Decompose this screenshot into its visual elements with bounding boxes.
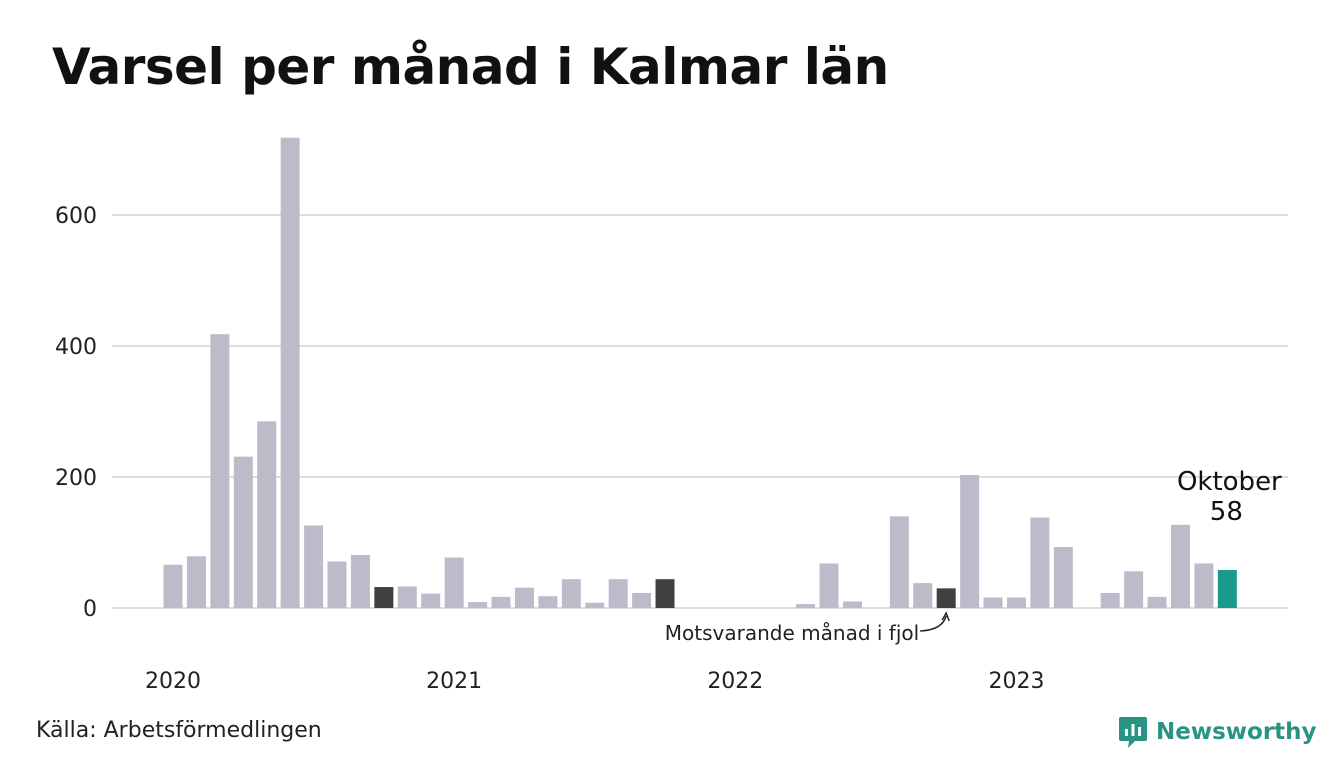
bar [327,561,347,608]
bar [163,564,183,608]
bar [397,586,417,608]
bar-same-month-prev-year [655,579,675,608]
bar [1147,596,1167,608]
y-tick-label: 400 [55,335,97,360]
bar [468,602,488,608]
chart-title: Varsel per månad i Kalmar län [52,38,889,96]
bar [585,602,605,608]
bar [444,557,464,608]
bar [960,475,980,608]
annotation-arrowhead [941,611,950,622]
prev-year-annotation: Motsvarande månad i fjol [665,621,919,645]
y-tick-label: 0 [83,597,97,622]
bar [1006,597,1026,608]
bar [350,554,370,608]
bar [186,556,206,608]
bar [257,421,277,608]
bar [1030,517,1050,608]
bar-current [1217,570,1237,608]
newsworthy-brand: Newsworthy [1118,712,1317,752]
bar [538,596,558,608]
bar [561,579,581,608]
x-tick-label: 2020 [145,669,201,694]
y-tick-label: 200 [55,466,97,491]
y-tick-label: 600 [55,204,97,229]
annotation-arrow [920,615,947,632]
bar [913,583,933,608]
bar [632,592,652,608]
bar [608,579,628,608]
bar [1170,524,1190,608]
bar [1100,592,1120,608]
bar [491,596,511,608]
bar [233,456,253,608]
newsworthy-logo-icon [1119,717,1147,748]
current-value-label: 58 [1210,497,1243,527]
bar-same-month-prev-year [936,588,956,608]
source-note: Källa: Arbetsförmedlingen [36,718,322,743]
bar [304,525,324,608]
bar [514,587,534,608]
bar [280,137,300,608]
current-month-label: Oktober [1177,467,1282,497]
brand-name: Newsworthy [1156,719,1317,745]
bar [1053,547,1073,608]
bar [210,334,230,608]
bar [1124,571,1144,608]
x-tick-label: 2022 [707,669,763,694]
bar [796,604,816,608]
bar [842,601,862,608]
bar [1194,563,1214,608]
bar-same-month-prev-year [374,587,394,608]
bar [421,593,441,608]
bar [889,516,909,608]
x-tick-label: 2021 [426,669,482,694]
bar [819,563,839,608]
bar [983,597,1003,608]
x-tick-label: 2023 [988,669,1044,694]
